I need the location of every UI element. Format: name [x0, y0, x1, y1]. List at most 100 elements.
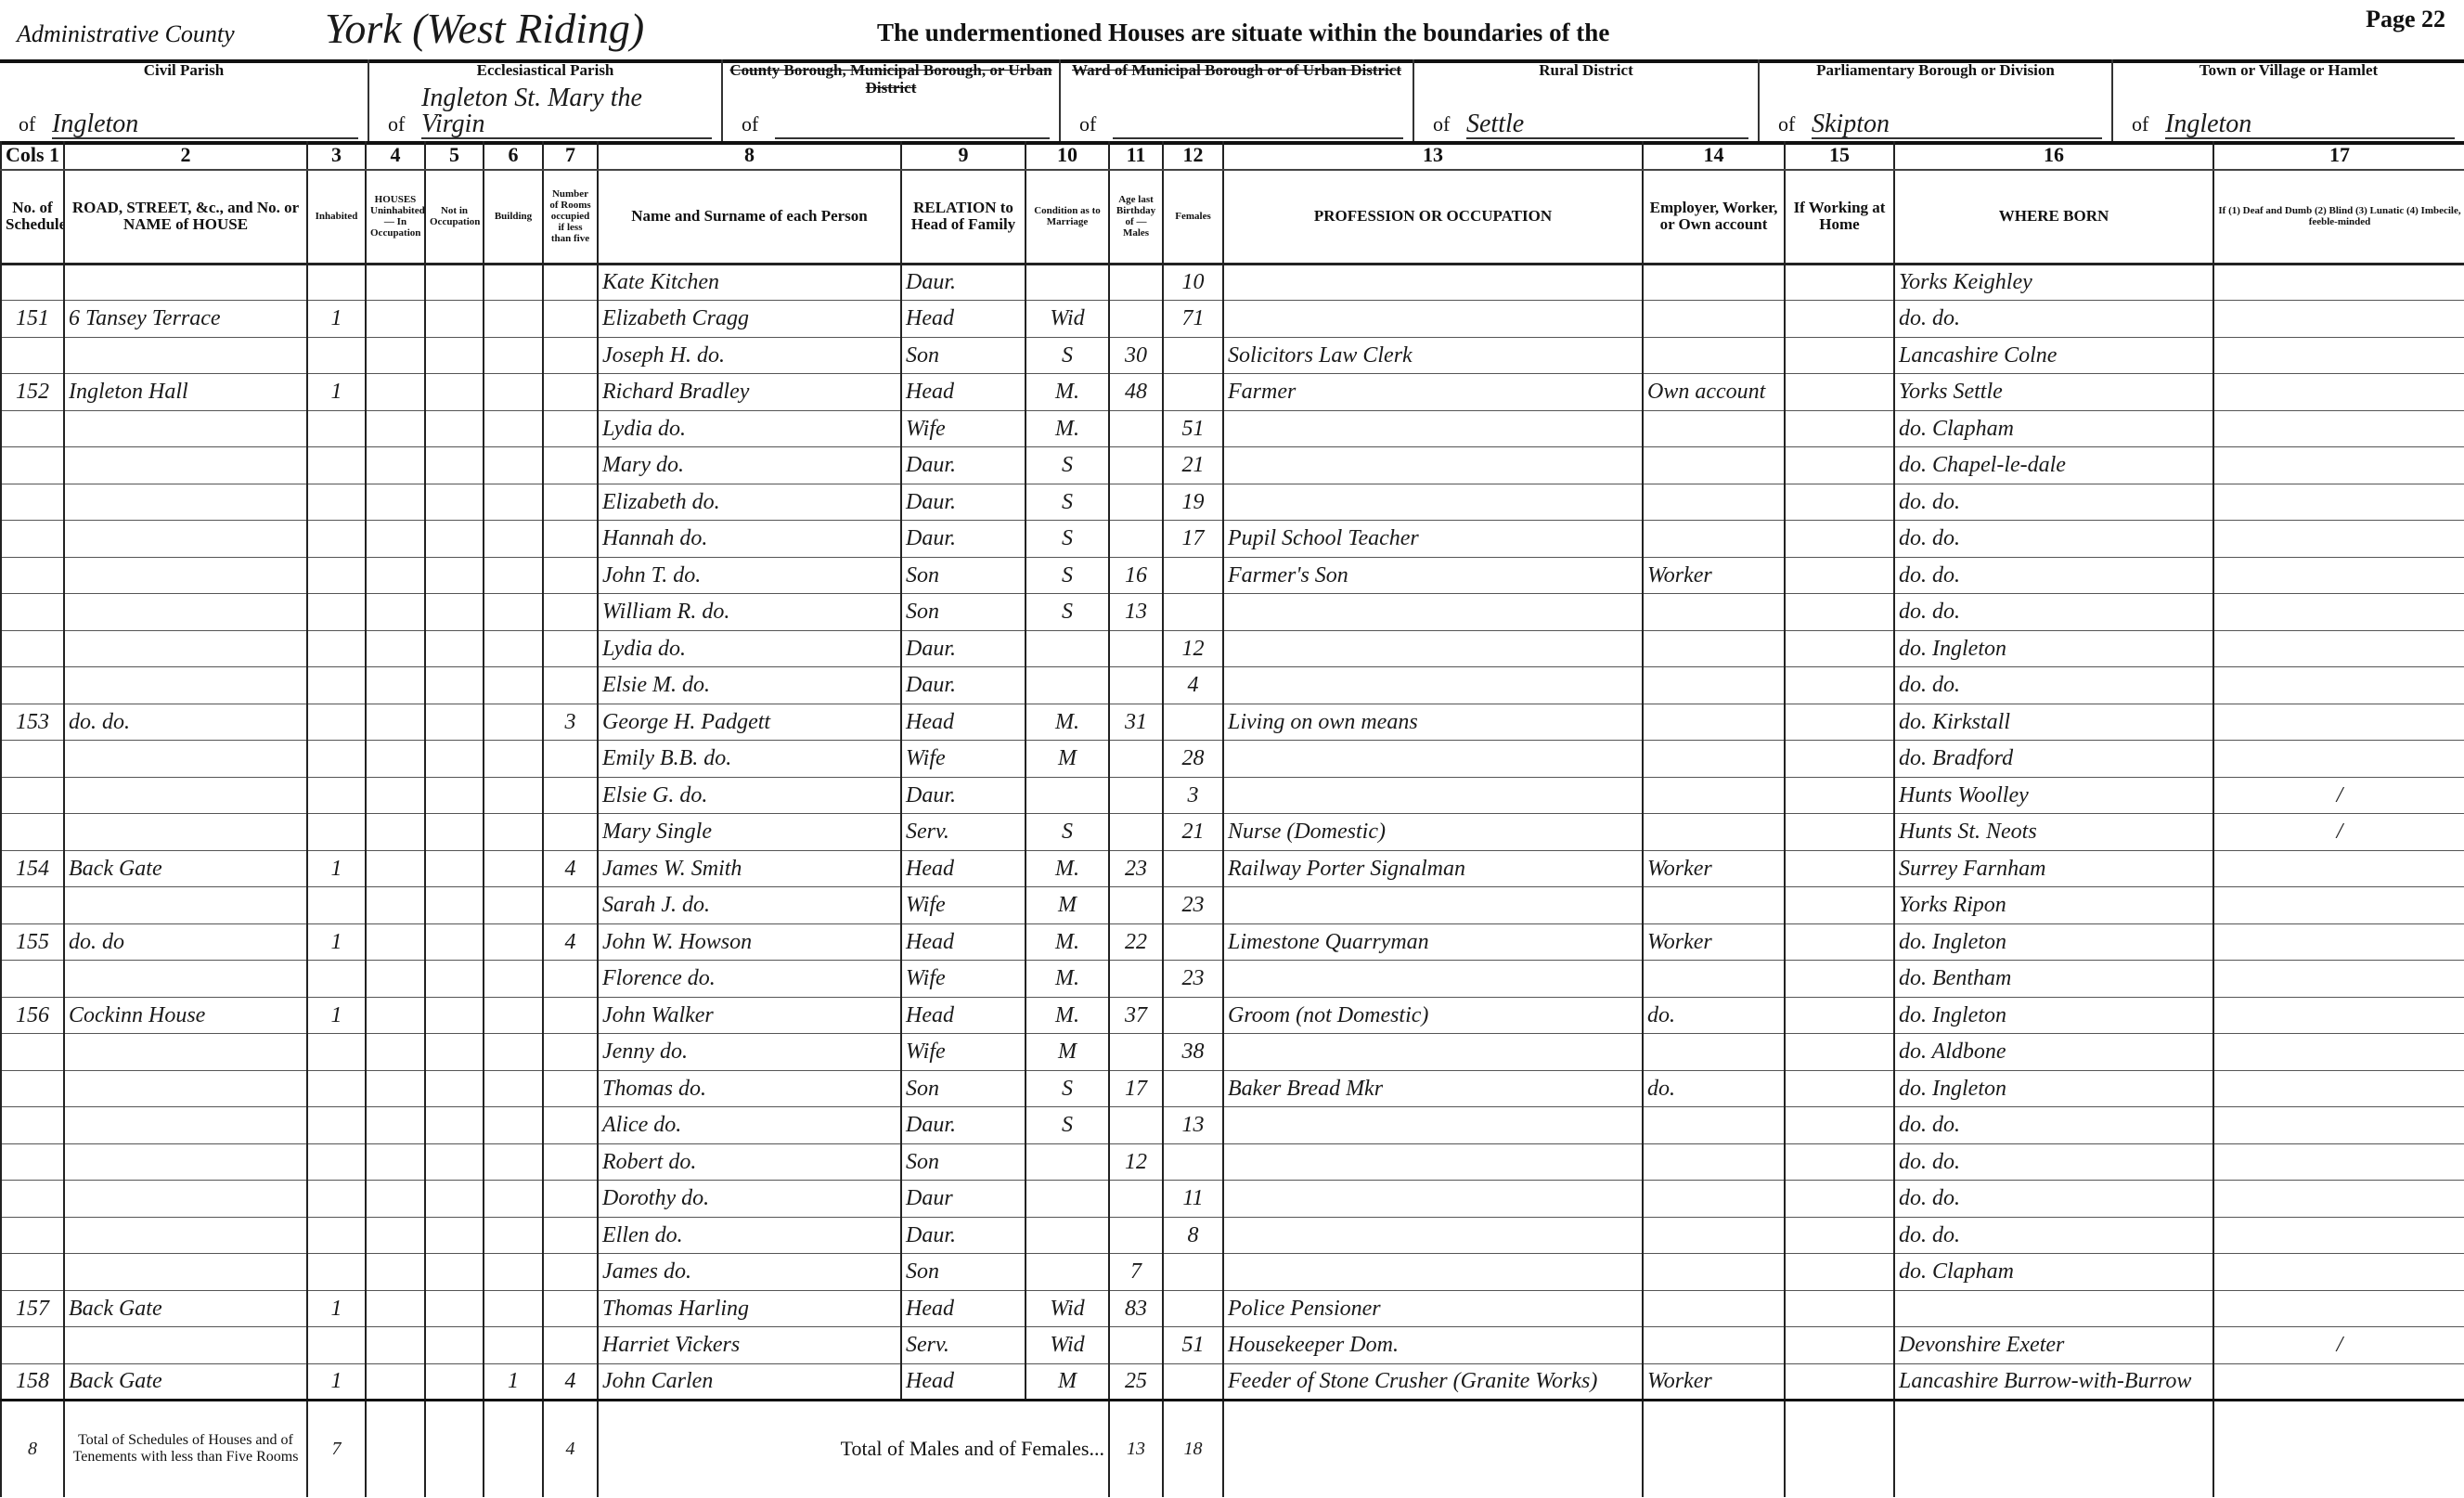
cell-relation: Daur. [900, 1217, 1026, 1254]
cell-address [63, 1180, 307, 1218]
cell-address [63, 1143, 307, 1181]
cell-infirmity [2212, 337, 2464, 374]
cell-rooms [542, 1143, 598, 1181]
cell-relation: Daur. [900, 630, 1026, 667]
cell-born: do. do. [1893, 593, 2213, 631]
person-row: Hannah do. Daur. S 17 Pupil School Teacher do… [0, 520, 2464, 558]
cell-infirmity [2212, 1033, 2464, 1071]
column-header: RELATION to Head of Family [900, 170, 1026, 265]
cell-infirmity [2212, 1290, 2464, 1327]
cell-empty [365, 740, 425, 778]
cell-female [1162, 923, 1223, 961]
cell-inhab [306, 1033, 366, 1071]
cell-born: do. Chapel-le-dale [1893, 446, 2213, 484]
cell-sched: 151 [0, 300, 64, 338]
cell-relation: Head [900, 373, 1026, 411]
cell-employment [1642, 960, 1785, 998]
cell-sched [0, 666, 64, 704]
cell-at-home [1784, 1253, 1894, 1291]
cell-empty [424, 1399, 484, 1497]
cell-at-home [1784, 557, 1894, 594]
cell-employment [1642, 1143, 1785, 1181]
cell-occupation [1222, 886, 1643, 924]
location-value: Ingleton St. Mary the Virgin [421, 85, 712, 139]
cell-relation: Head [900, 850, 1026, 887]
location-field: Town or Village or Hamlet of Ingleton [2113, 59, 2464, 141]
cell-building [483, 850, 543, 887]
cell-at-home [1784, 1326, 1894, 1364]
cell-inhab [306, 813, 366, 851]
cell-female: 3 [1162, 777, 1223, 814]
cell-female [1162, 593, 1223, 631]
cell-condition: M. [1025, 960, 1109, 998]
cell-relation: Son [900, 337, 1026, 374]
cell-sched [0, 1143, 64, 1181]
cell-empty [365, 960, 425, 998]
column-header: No. of Schedule [0, 170, 64, 265]
cell-building [483, 337, 543, 374]
cell-empty [365, 923, 425, 961]
cell-empty [424, 593, 484, 631]
cell-address [63, 740, 307, 778]
cell-infirmity [2212, 1253, 2464, 1291]
cell-rooms [542, 520, 598, 558]
cell-occupation [1222, 630, 1643, 667]
column-header: Inhabited [306, 170, 366, 265]
cell-occupation: Pupil School Teacher [1222, 520, 1643, 558]
cell-female: 23 [1162, 886, 1223, 924]
location-of: of [1079, 112, 1097, 136]
cell-empty [424, 850, 484, 887]
cell-building [483, 1253, 543, 1291]
cell-relation: Serv. [900, 813, 1026, 851]
cell-relation: Wife [900, 960, 1026, 998]
cell-empty [365, 777, 425, 814]
cell-condition: S [1025, 1070, 1109, 1107]
cell-address [63, 1253, 307, 1291]
cell-inhab: 1 [306, 1363, 366, 1401]
cell-female [1162, 1253, 1223, 1291]
cell-sched: 158 [0, 1363, 64, 1401]
cell-rooms [542, 373, 598, 411]
cell-at-home [1784, 264, 1894, 301]
cell-occupation: Baker Bread Mkr [1222, 1070, 1643, 1107]
cell-born: Hunts St. Neots [1893, 813, 2213, 851]
location-field: Parliamentary Borough or Division of Skipt… [1760, 59, 2113, 141]
cell-inhab [306, 1106, 366, 1144]
cell-empty [424, 923, 484, 961]
cell-building [483, 1106, 543, 1144]
cell-empty [483, 1399, 543, 1497]
cell-building [483, 373, 543, 411]
cell-born: Yorks Ripon [1893, 886, 2213, 924]
cell-name: Lydia do. [597, 410, 901, 447]
cell-at-home [1784, 1106, 1894, 1144]
person-row: Robert do. Son 12 do. do. [0, 1143, 2464, 1181]
cell-condition: Wid [1025, 1326, 1109, 1364]
cell-female: 21 [1162, 813, 1223, 851]
cell-male: 16 [1108, 557, 1163, 594]
cell-female [1162, 850, 1223, 887]
cell-empty [365, 1399, 425, 1497]
cell-condition: S [1025, 446, 1109, 484]
cell-sched [0, 446, 64, 484]
cell-name: Hannah do. [597, 520, 901, 558]
cell-at-home [1784, 1033, 1894, 1071]
cell-empty [365, 446, 425, 484]
form-title-bar: Administrative County York (West Riding)… [0, 0, 2464, 63]
cell-born: Yorks Settle [1893, 373, 2213, 411]
cell-name: Elizabeth Cragg [597, 300, 901, 338]
column-number: 9 [900, 141, 1026, 171]
cell-empty [424, 446, 484, 484]
cell-building [483, 997, 543, 1034]
cell-male [1108, 264, 1163, 301]
cell-sched [0, 777, 64, 814]
cell-employment [1642, 666, 1785, 704]
location-label: Parliamentary Borough or Division [1816, 61, 2055, 79]
cell-born: Lancashire Colne [1893, 337, 2213, 374]
cell-relation: Daur. [900, 777, 1026, 814]
cell-empty [365, 886, 425, 924]
cell-building [483, 1326, 543, 1364]
cell-inhab: 1 [306, 850, 366, 887]
total-females: 18 [1162, 1399, 1223, 1497]
total-rooms: 4 [542, 1399, 598, 1497]
cell-employment [1642, 777, 1785, 814]
